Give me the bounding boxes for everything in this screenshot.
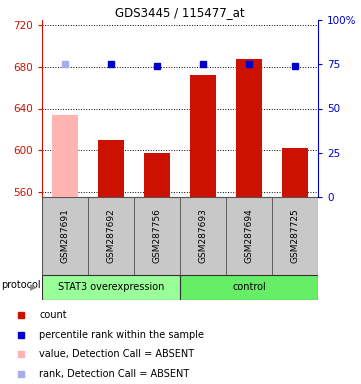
- Text: control: control: [232, 283, 266, 293]
- Bar: [226, 197, 272, 275]
- Bar: [190, 75, 216, 197]
- Bar: [180, 197, 226, 275]
- Text: STAT3 overexpression: STAT3 overexpression: [58, 283, 164, 293]
- Bar: [42, 197, 88, 275]
- Bar: [88, 197, 134, 275]
- Text: GSM287693: GSM287693: [199, 209, 208, 263]
- Text: count: count: [39, 310, 67, 320]
- Text: GSM287694: GSM287694: [244, 209, 253, 263]
- Bar: [272, 197, 318, 275]
- Bar: [236, 58, 262, 197]
- Bar: [52, 115, 78, 197]
- Text: GSM287725: GSM287725: [291, 209, 300, 263]
- Bar: [98, 140, 124, 197]
- Title: GDS3445 / 115477_at: GDS3445 / 115477_at: [115, 6, 245, 19]
- Text: GSM287692: GSM287692: [106, 209, 116, 263]
- Bar: [144, 153, 170, 197]
- Bar: [180, 275, 318, 300]
- Text: value, Detection Call = ABSENT: value, Detection Call = ABSENT: [39, 349, 194, 359]
- Text: percentile rank within the sample: percentile rank within the sample: [39, 329, 204, 339]
- Bar: [42, 275, 180, 300]
- Bar: [134, 197, 180, 275]
- Bar: [282, 148, 308, 197]
- Text: GSM287691: GSM287691: [61, 209, 70, 263]
- Text: GSM287756: GSM287756: [152, 209, 161, 263]
- Text: protocol: protocol: [1, 280, 40, 290]
- Text: rank, Detection Call = ABSENT: rank, Detection Call = ABSENT: [39, 369, 189, 379]
